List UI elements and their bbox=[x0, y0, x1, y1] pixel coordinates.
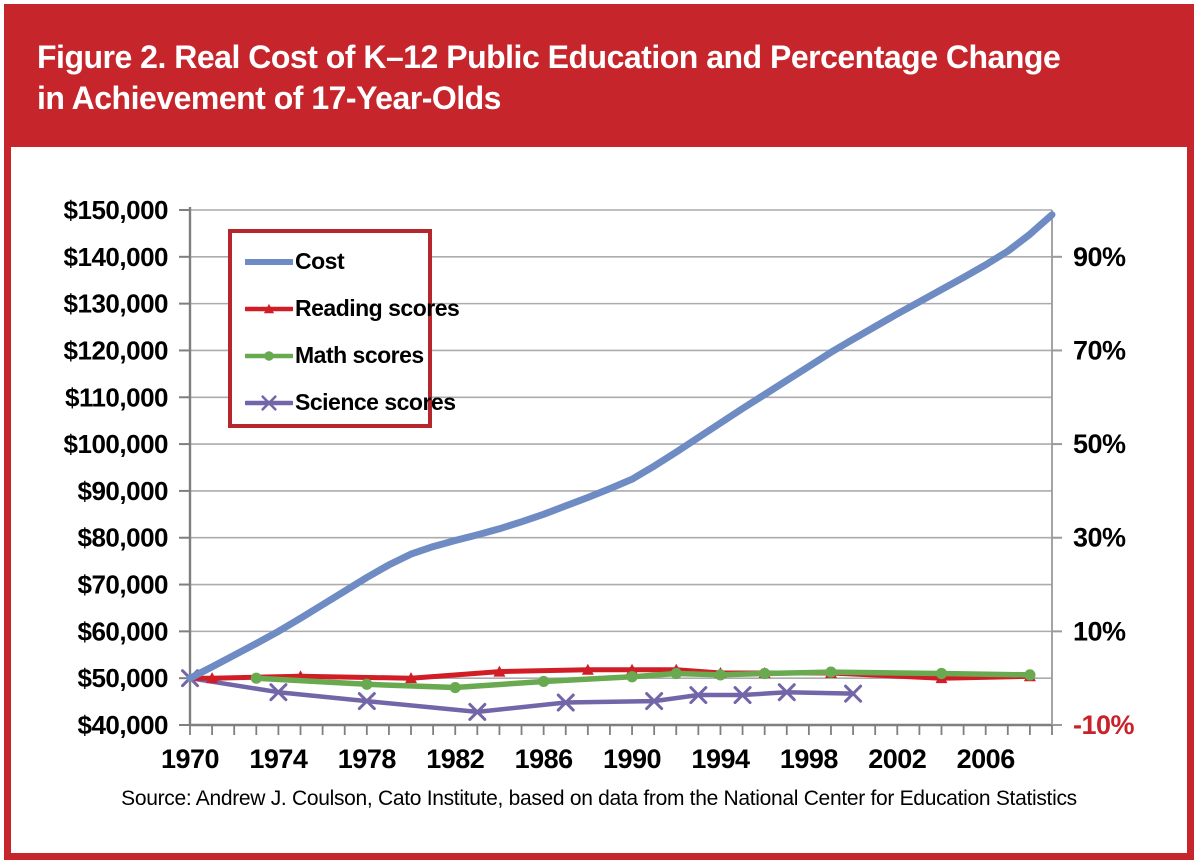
legend-item-science: Science scores bbox=[243, 379, 456, 426]
x-tick-label: 2006 bbox=[957, 744, 1016, 774]
header-banner: Figure 2. Real Cost of K–12 Public Educa… bbox=[11, 11, 1187, 147]
x-tick-label: 1974 bbox=[249, 744, 308, 774]
legend-label-math: Math scores bbox=[295, 342, 424, 368]
y-right-tick-label: 10% bbox=[1073, 616, 1126, 646]
y-right-tick-label: 50% bbox=[1073, 429, 1126, 459]
math-line-swatch bbox=[243, 346, 295, 366]
y-right-tick-label: -10% bbox=[1073, 710, 1135, 740]
figure-title-line-2: in Achievement of 17-Year-Olds bbox=[37, 80, 501, 116]
y-left-tick-label: $80,000 bbox=[78, 523, 169, 553]
y-left-tick-label: $70,000 bbox=[78, 570, 169, 600]
x-tick-label: 1998 bbox=[780, 744, 839, 774]
legend-label-science: Science scores bbox=[295, 389, 456, 415]
y-left-tick-label: $90,000 bbox=[78, 476, 169, 506]
legend-label-reading: Reading scores bbox=[295, 295, 460, 321]
y-right-tick-label: 90% bbox=[1073, 242, 1126, 272]
x-tick-label: 1986 bbox=[515, 744, 574, 774]
series-math-scores bbox=[250, 666, 1036, 694]
y-left-tick-label: $60,000 bbox=[78, 616, 169, 646]
y-left-tick-label: $40,000 bbox=[78, 710, 169, 740]
page-frame bbox=[4, 4, 1194, 860]
cost-line-swatch bbox=[243, 252, 295, 272]
y-right-tick-label: 70% bbox=[1073, 335, 1126, 365]
x-tick-label: 1982 bbox=[426, 744, 484, 774]
y-left-tick-label: $140,000 bbox=[64, 242, 168, 272]
y-right-tick-label: 30% bbox=[1073, 523, 1126, 553]
y-left-tick-label: $100,000 bbox=[64, 429, 168, 459]
y-left-tick-label: $110,000 bbox=[65, 382, 168, 412]
legend: Cost Reading scores Math scores Science … bbox=[228, 229, 460, 428]
source-note: Source: Andrew J. Coulson, Cato Institut… bbox=[121, 787, 1077, 810]
x-tick-label: 2002 bbox=[868, 744, 926, 774]
y-left-tick-label: $50,000 bbox=[78, 663, 169, 693]
x-tick-label: 1994 bbox=[691, 744, 750, 774]
series-cost bbox=[186, 211, 1056, 682]
legend-item-math: Math scores bbox=[243, 332, 428, 379]
legend-item-cost: Cost bbox=[243, 238, 428, 285]
legend-label-cost: Cost bbox=[295, 248, 345, 274]
legend-item-reading: Reading scores bbox=[243, 285, 460, 332]
x-tick-label: 1970 bbox=[161, 744, 219, 774]
x-tick-label: 1990 bbox=[603, 744, 661, 774]
science-line-swatch bbox=[243, 393, 295, 413]
y-left-tick-label: $130,000 bbox=[64, 289, 168, 319]
x-tick-label: 1978 bbox=[338, 744, 397, 774]
figure-title-line-1: Figure 2. Real Cost of K–12 Public Educa… bbox=[37, 39, 1061, 75]
y-left-tick-label: $120,000 bbox=[64, 335, 168, 365]
y-left-tick-label: $150,000 bbox=[64, 195, 168, 225]
series-science-scores bbox=[181, 669, 863, 721]
reading-line-swatch bbox=[243, 299, 295, 319]
